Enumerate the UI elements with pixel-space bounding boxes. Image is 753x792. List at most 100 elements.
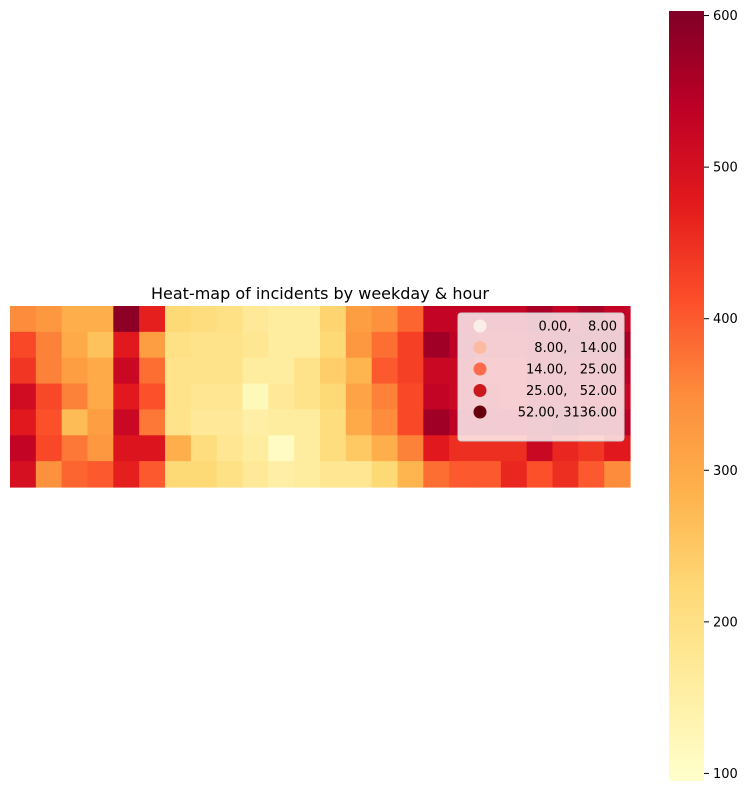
legend-marker [473, 341, 487, 354]
heatmap-cell [578, 461, 605, 488]
heatmap-cell [10, 409, 37, 436]
heatmap-cell [294, 461, 321, 488]
heatmap-cell [61, 435, 89, 462]
colorbar-gradient [669, 11, 704, 781]
heatmap-cell [35, 383, 63, 411]
heatmap-cell [190, 357, 218, 385]
heatmap-cell [397, 306, 424, 333]
heatmap-cell [242, 306, 269, 333]
heatmap-cell [61, 461, 89, 488]
heatmap-cell [216, 461, 244, 488]
heatmap-cell [242, 331, 269, 359]
heatmap-cell [216, 383, 244, 411]
legend-marker [473, 384, 487, 397]
colorbar-tick-label: 500 [713, 161, 738, 176]
heatmap-cell [35, 331, 63, 359]
legend-label: 25.00, 52.00 [526, 384, 617, 399]
heatmap-cell [397, 409, 424, 436]
heatmap-cell [35, 306, 63, 333]
heatmap-cell [397, 383, 424, 411]
heatmap-cell [165, 331, 192, 359]
heatmap-cell [294, 409, 321, 436]
heatmap-cell [242, 435, 269, 462]
colorbar-ticks: 100 200 300 400 500 600 [704, 9, 738, 782]
heatmap-cell [345, 306, 373, 333]
heatmap-cell [345, 331, 373, 359]
heatmap-cell [61, 409, 89, 436]
heatmap-cell [61, 357, 89, 385]
heatmap-cell [190, 409, 218, 436]
heatmap-cell [190, 383, 218, 411]
colorbar: 100 200 300 400 500 600 [669, 9, 738, 782]
heatmap-cell [526, 461, 554, 488]
heatmap-cell [423, 331, 450, 359]
heatmap-cell [268, 306, 295, 333]
heatmap-cell [268, 461, 295, 488]
legend-label: 52.00, 3136.00 [518, 406, 617, 421]
heatmap-cell [87, 435, 114, 462]
heatmap-cell [87, 461, 114, 488]
heatmap-cell [113, 409, 140, 436]
heatmap-cell [87, 409, 114, 436]
heatmap-cell [10, 383, 37, 411]
heatmap-cell [242, 383, 269, 411]
heatmap-cell [397, 331, 424, 359]
heatmap-cell [371, 357, 399, 385]
colorbar-tick-label: 100 [713, 767, 738, 782]
heatmap-cell [345, 383, 373, 411]
heatmap-cell [10, 357, 37, 385]
legend-marker [473, 405, 487, 419]
heatmap-cell [397, 435, 424, 462]
heatmap-cell [113, 306, 140, 333]
heatmap-cell [35, 409, 63, 436]
heatmap-cell [139, 306, 166, 333]
heatmap-cell [294, 306, 321, 333]
heatmap-cell [139, 331, 166, 359]
heatmap-cell [345, 409, 373, 436]
heatmap-cell [345, 435, 373, 462]
heatmap-cell [10, 461, 37, 488]
heatmap-cell [10, 435, 37, 462]
heatmap-cell [216, 357, 244, 385]
heatmap-cell [423, 409, 450, 436]
heatmap-cell [242, 461, 269, 488]
heatmap-cell [371, 435, 399, 462]
heatmap-cell [35, 357, 63, 385]
heatmap-cell [10, 331, 37, 359]
heatmap-cell [165, 357, 192, 385]
heatmap-cell [242, 409, 269, 436]
heatmap-cell [268, 383, 295, 411]
heatmap-cell [113, 435, 140, 462]
heatmap-cell [216, 435, 244, 462]
heatmap-cell [294, 331, 321, 359]
heatmap-cell [345, 357, 373, 385]
legend-marker [473, 319, 487, 333]
legend-box [457, 312, 625, 442]
heatmap-cell [87, 306, 114, 333]
heatmap-cell [371, 409, 399, 436]
heatmap-cell [423, 435, 450, 462]
heatmap-cell [113, 331, 140, 359]
heatmap-cell [216, 409, 244, 436]
heatmap-cell [190, 331, 218, 359]
heatmap-cell [61, 331, 89, 359]
legend-label: 8.00, 14.00 [534, 341, 617, 356]
heatmap-cell [87, 331, 114, 359]
heatmap-cell [242, 357, 269, 385]
heatmap-cell [397, 357, 424, 385]
heatmap-cell [139, 409, 166, 436]
heatmap-cell [113, 357, 140, 385]
heatmap-cell [165, 461, 192, 488]
heatmap-cell [320, 409, 347, 436]
legend-label: 14.00, 25.00 [526, 363, 617, 378]
heatmap-cell [320, 461, 347, 488]
colorbar-tick-label: 400 [713, 312, 738, 327]
heatmap-cell [371, 306, 399, 333]
heatmap-cell [423, 306, 450, 333]
colorbar-tick-label: 600 [713, 9, 738, 24]
heatmap-cell [552, 461, 579, 488]
heatmap-cell [87, 357, 114, 385]
heatmap-cell [165, 306, 192, 333]
heatmap-cell [139, 357, 166, 385]
